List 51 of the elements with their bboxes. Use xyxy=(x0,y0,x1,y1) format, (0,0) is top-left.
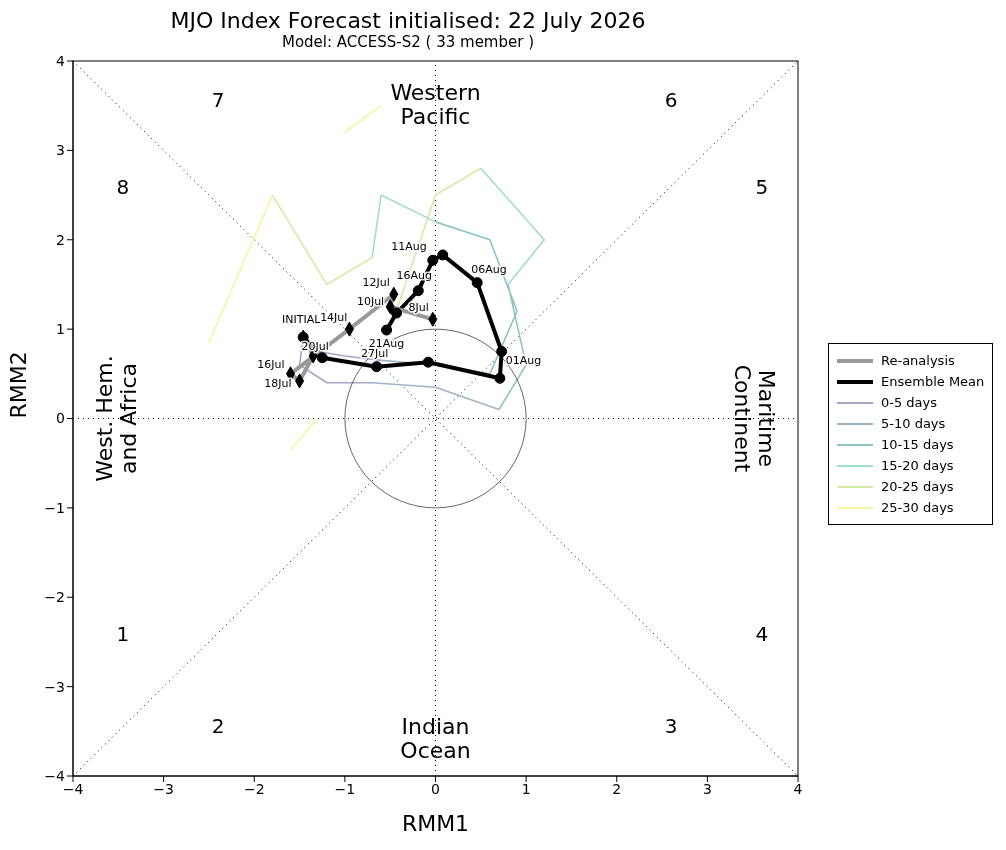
y-tick-label: −4 xyxy=(44,767,66,784)
x-tick-label: −3 xyxy=(153,780,174,797)
legend-label: Re-analysis xyxy=(881,353,955,368)
y-tick-label: −2 xyxy=(44,589,65,606)
annotation: 4 xyxy=(755,621,769,646)
y-tick-label: −3 xyxy=(44,678,65,695)
legend-label: 5-10 days xyxy=(881,416,946,431)
x-tick-label: −2 xyxy=(243,780,265,797)
annotation: 5 xyxy=(755,174,769,199)
legend-label: 0-5 days xyxy=(881,395,938,410)
legend-label: Ensemble Mean xyxy=(881,374,985,389)
x-tick-label: −1 xyxy=(334,780,356,797)
annotation: 7 xyxy=(211,87,225,112)
y-tick-label: 0 xyxy=(56,410,65,427)
annotation: 6 xyxy=(664,87,678,112)
annotation: 14Jul xyxy=(320,311,348,325)
x-tick-label: 3 xyxy=(702,780,712,797)
y-tick-label: 2 xyxy=(56,231,65,248)
y-tick-label: −1 xyxy=(44,499,65,516)
annotation: 11Aug xyxy=(391,240,427,254)
annotation: 20Jul xyxy=(301,339,329,353)
y-tick-label: 3 xyxy=(56,142,65,159)
annotation: 16Jul xyxy=(257,357,285,371)
legend-label: 20-25 days xyxy=(881,479,954,494)
x-tick-label: 4 xyxy=(793,780,803,797)
annotation: 10Jul xyxy=(356,294,385,308)
annotation: Western Pacific xyxy=(390,79,481,129)
annotation: 1 xyxy=(116,621,130,646)
x-tick-label: 2 xyxy=(612,780,622,797)
x-tick-label: 1 xyxy=(521,780,531,797)
y-axis-title: RMM2 xyxy=(5,351,31,419)
annotation: 8Jul xyxy=(408,301,429,315)
annotation: West. Hem. and Africa xyxy=(92,355,142,482)
annotation: 3 xyxy=(664,713,678,738)
annotation: Indian Ocean xyxy=(400,714,471,764)
chart-title: MJO Index Forecast initialised: 22 July 2026 xyxy=(169,8,647,33)
legend-label: 25-30 days xyxy=(881,500,954,515)
y-tick-label: 4 xyxy=(56,52,66,69)
annotation: 8 xyxy=(116,174,130,199)
annotation: 12Jul xyxy=(362,276,390,290)
chart-subtitle: Model: ACCESS-S2 ( 33 member ) xyxy=(280,33,535,51)
annotation: 01Aug xyxy=(505,354,542,368)
y-tick-label: 1 xyxy=(56,321,65,338)
annotation: Maritime Continent xyxy=(729,364,779,473)
annotation: 06Aug xyxy=(471,262,507,276)
legend-label: 15-20 days xyxy=(881,458,954,473)
x-axis-title: RMM1 xyxy=(401,811,470,836)
annotation: 2 xyxy=(211,713,225,738)
annotation: 18Jul xyxy=(264,376,292,390)
legend-label: 10-15 days xyxy=(881,437,954,452)
x-tick-label: 0 xyxy=(431,780,440,797)
